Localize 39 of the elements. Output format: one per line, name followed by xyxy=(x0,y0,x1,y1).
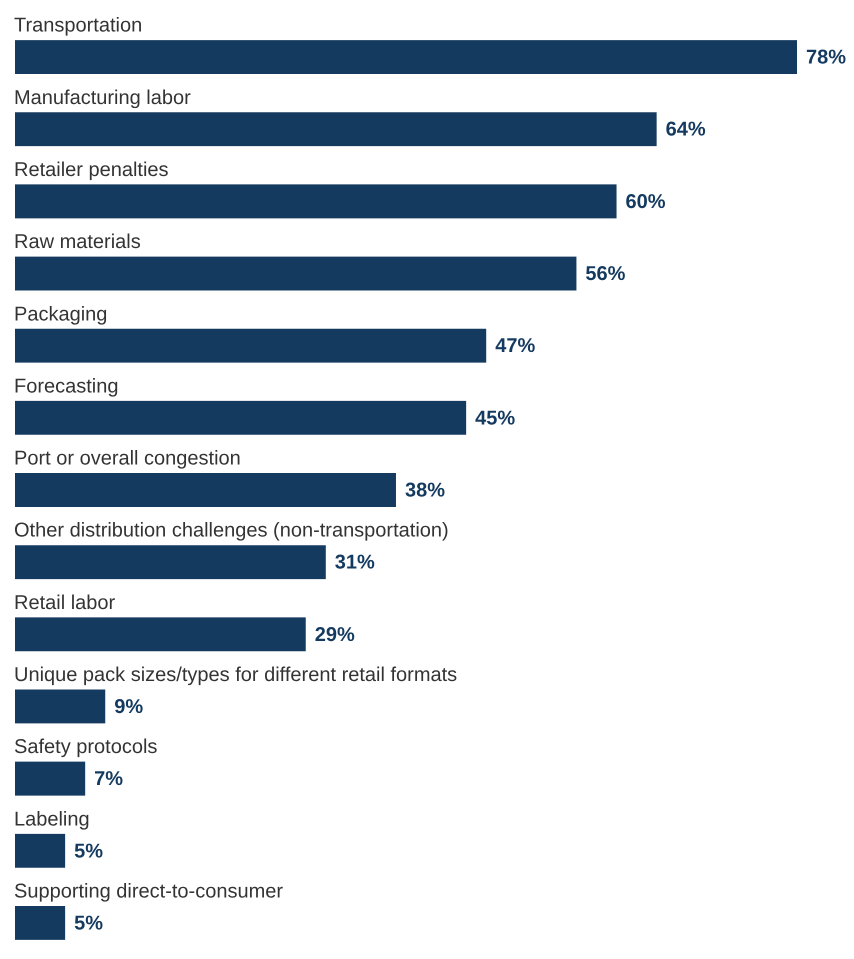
data-label: 9% xyxy=(114,696,144,718)
bar xyxy=(15,834,66,868)
data-label: 38% xyxy=(404,480,446,502)
data-label: 5% xyxy=(74,840,104,862)
bar xyxy=(15,617,306,652)
y-tick-label: Packaging xyxy=(14,303,108,326)
bar xyxy=(15,328,486,363)
y-tick-label: Labeling xyxy=(14,808,90,830)
bar xyxy=(15,184,617,218)
bar xyxy=(15,473,396,507)
data-label: 78% xyxy=(806,46,846,69)
bar xyxy=(15,40,797,74)
bar xyxy=(15,545,326,580)
bar xyxy=(15,400,466,435)
y-tick-label: Retail labor xyxy=(14,592,116,614)
y-tick-label: Retailer penalties xyxy=(14,158,169,181)
bar xyxy=(15,690,106,724)
y-tick-label: Raw materials xyxy=(14,231,141,254)
y-tick-label: Port or overall congestion xyxy=(14,448,241,470)
bar xyxy=(15,256,576,290)
data-label: 47% xyxy=(495,335,536,358)
data-label: 60% xyxy=(626,190,666,213)
y-tick-label: Safety protocols xyxy=(14,736,158,758)
y-tick-label: Manufacturing labor xyxy=(14,86,192,109)
data-label: 31% xyxy=(334,552,376,574)
y-tick-label: Other distribution challenges (non-transportation) xyxy=(14,520,449,542)
data-label: 64% xyxy=(666,118,706,141)
data-label: 56% xyxy=(585,263,626,286)
bar xyxy=(15,906,66,940)
data-label: 5% xyxy=(74,912,104,934)
data-label: 45% xyxy=(475,407,516,430)
data-label: 7% xyxy=(94,768,124,790)
y-tick-label: Supporting direct-to-consumer xyxy=(14,880,284,902)
bar xyxy=(15,112,657,146)
data-label: 29% xyxy=(314,624,355,646)
y-tick-label: Unique pack sizes/types for different retail formats xyxy=(14,664,458,686)
y-tick-label: Transportation xyxy=(14,14,142,37)
y-tick-label: Forecasting xyxy=(14,375,118,398)
bar xyxy=(15,762,86,796)
